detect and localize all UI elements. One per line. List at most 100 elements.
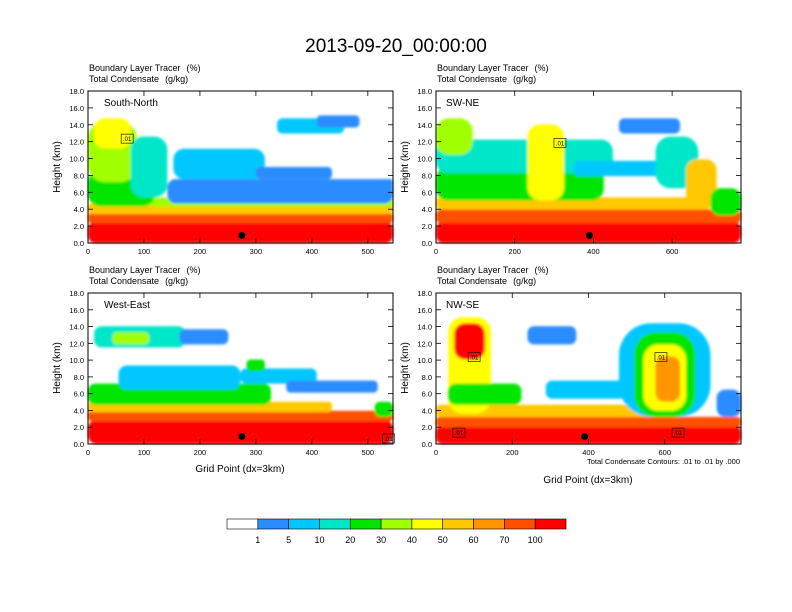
y-tick-label: 6.0 [74, 188, 84, 197]
contour-label-box [671, 427, 685, 438]
y-axis-label: Height (km) [400, 342, 411, 394]
y-axis-label: Height (km) [52, 342, 63, 394]
y-tick-label: 14.0 [69, 323, 84, 332]
location-marker [585, 231, 593, 239]
tracer-region [454, 323, 485, 360]
panel-south-north: Boundary Layer Tracer (%) Total Condensat… [52, 63, 394, 256]
tracer-region [246, 359, 265, 372]
tracer-region [436, 404, 650, 417]
x-axis-ticks: 0 100 200 300 400 500 [86, 91, 374, 256]
y-tick-label: 14.0 [69, 121, 84, 130]
tracer-region [94, 118, 131, 149]
x-tick-label: 200 [508, 247, 521, 256]
y-tick-label: 6.0 [422, 188, 432, 197]
contour-label-box [467, 352, 481, 362]
plot-frame [87, 90, 394, 244]
colorbar-label: 5 [286, 535, 291, 545]
colorbar-swatch [319, 518, 351, 530]
y-tick-label: 16.0 [69, 104, 84, 113]
y-axis-ticks: 0.0 2.0 4.0 6.0 8.0 10.0 12.0 14.0 16.0 18.0 [69, 87, 393, 248]
y-tick-label: 8.0 [74, 373, 84, 382]
y-tick-label: 18.0 [417, 289, 432, 298]
y-tick-label: 2.0 [74, 222, 84, 231]
x-tick-label: 400 [306, 448, 319, 457]
x-tick-label: 400 [582, 448, 595, 457]
y-axis-label: Height (km) [400, 141, 411, 193]
panel-nw-se: Boundary Layer Tracer (%) Total Condensat… [400, 265, 742, 486]
colorbar-label: 50 [438, 535, 448, 545]
y-tick-label: 8.0 [422, 373, 432, 382]
tracer-region [436, 139, 613, 174]
y-tick-label: 10.0 [69, 155, 84, 164]
x-tick-label: 300 [250, 247, 263, 256]
tracer-region [173, 148, 265, 180]
panel-subtitle-line1: Boundary Layer Tracer (%) [437, 265, 549, 275]
tracer-region [448, 383, 522, 405]
tracer-region [545, 380, 626, 399]
x-tick-label: 200 [194, 448, 207, 457]
x-tick-label: 300 [250, 448, 263, 457]
x-tick-label: 500 [362, 448, 375, 457]
contour-label-box [452, 427, 466, 438]
x-tick-label: 500 [362, 247, 375, 256]
plot-area: .01 .01 .01 .01 [435, 292, 742, 445]
y-tick-label: 16.0 [417, 104, 432, 113]
tracer-region [436, 416, 741, 428]
colorbar-label: 1 [255, 535, 260, 545]
y-tick-label: 14.0 [417, 323, 432, 332]
tracer-region [316, 115, 360, 128]
x-axis-label: Grid Point (dx=3km) [195, 464, 284, 475]
location-marker [238, 231, 246, 239]
y-tick-label: 0.0 [74, 440, 84, 449]
tracer-region [527, 124, 565, 201]
tracer-region [255, 167, 332, 180]
panel-label: SW-NE [446, 98, 479, 109]
panel-subtitle-line2: Total Condensate (g/kg) [89, 74, 188, 84]
contour-label: .01 [455, 431, 464, 437]
panel-subtitle-line1: Boundary Layer Tracer (%) [89, 63, 201, 73]
y-tick-label: 4.0 [74, 205, 84, 214]
colorbar-swatch [349, 518, 382, 530]
location-marker [581, 432, 589, 440]
tracer-region [380, 179, 393, 187]
figure-title: 2013-09-20_00:00:00 [305, 36, 487, 57]
colorbar-swatch [380, 518, 413, 530]
plot-frame [87, 292, 394, 445]
panel-subtitle-line2: Total Condensate (g/kg) [437, 276, 536, 286]
colorbar-label: 20 [345, 535, 355, 545]
y-tick-label: 16.0 [69, 306, 84, 315]
tracer-region [374, 401, 393, 417]
tracer-region [112, 332, 149, 345]
tracer-field [436, 118, 741, 243]
y-tick-label: 2.0 [422, 423, 432, 432]
x-tick-label: 0 [434, 247, 438, 256]
y-tick-label: 4.0 [422, 205, 432, 214]
tracer-region [118, 365, 241, 390]
panel-label: West-East [104, 300, 150, 311]
colorbar-label: 70 [499, 535, 509, 545]
y-axis-ticks: 0.0 2.0 4.0 6.0 8.0 10.0 12.0 14.0 16.0 18.0 [69, 289, 393, 449]
contour-label-box [382, 433, 395, 444]
x-tick-label: 0 [86, 448, 90, 457]
colorbar-label: 30 [376, 535, 386, 545]
x-tick-label: 400 [587, 247, 600, 256]
contour-label: .01 [384, 437, 393, 443]
y-tick-label: 16.0 [417, 306, 432, 315]
colorbar-label: 60 [469, 535, 479, 545]
y-tick-label: 4.0 [74, 406, 84, 415]
y-tick-label: 4.0 [422, 406, 432, 415]
panel-sw-ne: Boundary Layer Tracer (%) Total Condensat… [400, 63, 742, 256]
colorbar: 1 5 10 20 30 40 50 60 70 100 [226, 518, 567, 545]
x-tick-label: 600 [666, 247, 679, 256]
x-tick-label: 200 [194, 247, 207, 256]
colorbar-swatch [257, 518, 289, 530]
tracer-region [88, 419, 393, 444]
tracer-field [436, 317, 741, 444]
contour-label-box [553, 138, 567, 148]
colorbar-swatch [288, 518, 320, 530]
tracer-field [88, 326, 393, 444]
panel-label: NW-SE [446, 300, 479, 311]
contour-note: Total Condensate Contours: .01 to .01 by… [587, 457, 740, 466]
colorbar-swatch [534, 518, 567, 530]
